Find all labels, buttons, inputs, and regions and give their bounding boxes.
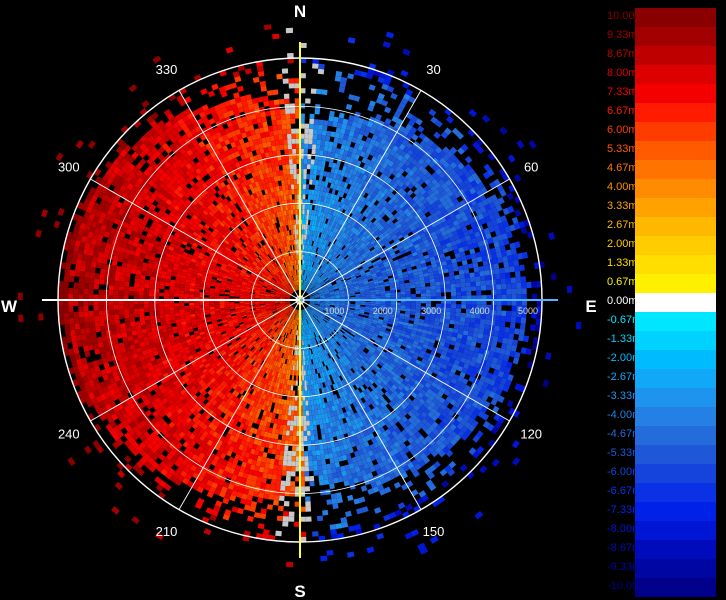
legend-label: 4.00m/s (607, 180, 647, 193)
legend-swatch (635, 64, 716, 85)
legend-swatch (635, 463, 716, 484)
polar-grid (42, 42, 558, 558)
legend-swatch (635, 45, 716, 66)
azimuth-label: 30 (426, 62, 440, 77)
legend-swatch (635, 577, 716, 598)
north-label: N (294, 2, 306, 21)
legend-swatch (635, 26, 716, 47)
legend-label: -8.67m/s (607, 541, 650, 554)
range-label: 1000 (324, 306, 344, 316)
azimuth-spoke (299, 299, 510, 422)
legend-swatch (635, 406, 716, 427)
legend-label: 1.33m/s (607, 256, 647, 269)
range-label: 3000 (421, 306, 441, 316)
south-label: S (294, 582, 305, 600)
legend-label: -6.00m/s (607, 465, 650, 478)
legend-swatch (635, 292, 716, 313)
legend-label: -4.00m/s (607, 408, 650, 421)
legend-swatch (635, 558, 716, 579)
legend-swatch (635, 349, 716, 370)
azimuth-label: 210 (156, 524, 178, 539)
legend-label: -4.67m/s (607, 427, 650, 440)
legend-swatch (635, 8, 716, 28)
legend-label: 6.67m/s (607, 104, 647, 117)
radar-center-marker (295, 295, 305, 305)
legend-label: 9.33m/s (607, 28, 647, 41)
legend-swatch (635, 216, 716, 237)
legend-label: -5.33m/s (607, 446, 650, 459)
legend-swatch (635, 273, 716, 294)
legend-swatch (635, 330, 716, 351)
legend-swatch (635, 197, 716, 218)
azimuth-label: 60 (524, 160, 538, 175)
legend-swatch (635, 311, 716, 332)
polar-labels: N E S W 30 60 120 150 210 240 300 330 1000 2000 30… (1, 2, 597, 600)
legend-label: 2.67m/s (607, 218, 647, 231)
legend-swatch (635, 520, 716, 541)
azimuth-label: 300 (58, 160, 80, 175)
legend-label: 0.67m/s (607, 275, 647, 288)
azimuth-label: 240 (58, 427, 80, 442)
legend-label: 0.00m/s (607, 294, 647, 307)
legend-swatch (635, 368, 716, 389)
range-label: 5000 (518, 306, 538, 316)
azimuth-spoke (299, 90, 422, 301)
legend-swatch (635, 444, 716, 465)
legend-label: 4.67m/s (607, 161, 647, 174)
azimuth-spoke (178, 90, 301, 301)
legend-label: -7.33m/s (607, 503, 650, 516)
legend-label: 5.33m/s (607, 142, 647, 155)
legend-label: -3.33m/s (607, 389, 650, 402)
legend-swatch (635, 235, 716, 256)
legend-label: -6.67m/s (607, 484, 650, 497)
azimuth-label: 150 (423, 524, 445, 539)
azimuth-spoke (299, 178, 510, 301)
legend-label: -8.00m/s (607, 522, 650, 535)
legend-label: 3.33m/s (607, 199, 647, 212)
radar-display[interactable]: N E S W 30 60 120 150 210 240 300 330 1000 2000 30… (0, 0, 600, 600)
legend-label: -1.33m/s (607, 332, 650, 345)
azimuth-label: 120 (520, 427, 542, 442)
range-label: 4000 (470, 306, 490, 316)
azimuth-spoke (299, 299, 422, 510)
azimuth-spoke (178, 299, 301, 510)
legend-swatch (635, 387, 716, 408)
legend-swatch (635, 539, 716, 560)
azimuth-spoke (90, 299, 301, 422)
west-label: W (1, 297, 18, 316)
legend-label: 8.67m/s (607, 47, 647, 60)
legend-swatch (635, 425, 716, 446)
legend-label: 10.00m/s (607, 10, 653, 22)
legend-label: -9.33m/s (607, 560, 650, 573)
legend-label: -2.67m/s (607, 370, 650, 383)
east-label: E (585, 297, 596, 316)
azimuth-label: 330 (156, 62, 178, 77)
legend-label: 8.00m/s (607, 66, 647, 79)
range-label: 2000 (373, 306, 393, 316)
legend-swatch (635, 83, 716, 104)
legend-swatch (635, 501, 716, 522)
legend-label: -0.67m/s (607, 313, 650, 326)
velocity-color-legend: 10.00m/s 9.33m/s 8.67m/s 8.00m/s 7.33m/s 6.67… (600, 0, 726, 600)
legend-swatch (635, 102, 716, 123)
legend-swatch (635, 121, 716, 142)
legend-label: -10.00m/s (607, 579, 656, 592)
legend-swatch (635, 140, 716, 161)
legend-label: 7.33m/s (607, 85, 647, 98)
legend-label: 6.00m/s (607, 123, 647, 136)
legend-swatch (635, 178, 716, 199)
legend-swatch (635, 254, 716, 275)
legend-label: 2.00m/s (607, 237, 647, 250)
legend-swatch (635, 159, 716, 180)
azimuth-spoke (90, 178, 301, 301)
legend-label: -2.00m/s (607, 351, 650, 364)
legend-swatch (635, 482, 716, 503)
